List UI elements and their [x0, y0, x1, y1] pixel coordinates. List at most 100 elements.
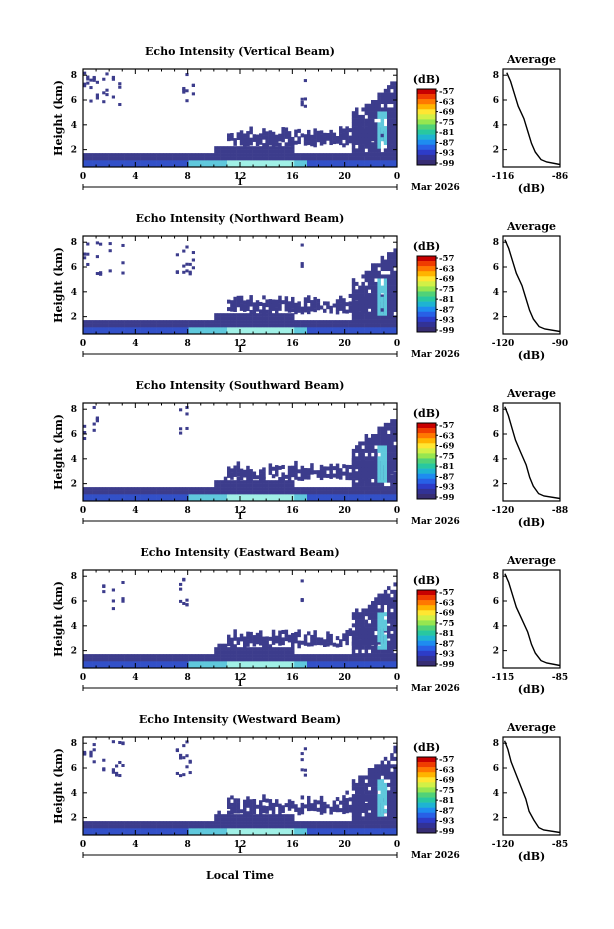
echo-cell	[249, 130, 253, 135]
echo-cell	[262, 163, 266, 168]
echo-cell	[204, 156, 209, 161]
echo-cell	[268, 316, 273, 321]
echo-cell	[255, 654, 260, 658]
echo-cell	[265, 828, 269, 832]
echo-cell	[390, 445, 394, 450]
echo-cell	[393, 103, 397, 108]
echo-cell	[124, 323, 129, 328]
echo-cell	[214, 330, 218, 335]
echo-cell	[281, 163, 285, 168]
echo-cell	[118, 153, 122, 157]
echo-cell	[303, 304, 308, 309]
echo-cell	[387, 255, 391, 260]
echo-cell	[351, 786, 356, 791]
echo-cell	[326, 828, 330, 832]
echo-cell	[291, 804, 295, 809]
echo-cell	[99, 828, 103, 832]
echo-cell	[214, 160, 218, 164]
echo-cell	[377, 456, 381, 461]
echo-cell	[393, 85, 397, 90]
echo-cell	[92, 405, 96, 409]
echo-cell	[223, 821, 228, 825]
echo-cell	[358, 304, 362, 309]
echo-cell	[355, 632, 359, 637]
echo-cell	[268, 647, 273, 651]
echo-cell	[339, 642, 343, 647]
colorbar-segment	[417, 99, 436, 105]
echo-cell	[383, 782, 388, 787]
echo-cell	[166, 487, 170, 491]
echo-cell	[105, 657, 109, 662]
echo-cell	[204, 330, 209, 335]
echo-cell	[377, 156, 381, 161]
echo-cell	[361, 801, 365, 806]
echo-cell	[371, 612, 375, 617]
echo-cell	[371, 144, 375, 149]
echo-cell	[367, 775, 372, 780]
echo-cell	[188, 494, 193, 498]
echo-cell	[326, 638, 330, 643]
echo-cell	[111, 828, 116, 832]
echo-cell	[345, 790, 349, 795]
echo-cell	[102, 831, 106, 836]
echo-cell	[217, 153, 221, 157]
echo-cell	[249, 160, 253, 164]
echo-cell	[294, 302, 298, 307]
echo-cell	[364, 623, 369, 628]
echo-cell	[262, 313, 266, 317]
echo-cell	[307, 821, 311, 825]
echo-cell	[169, 654, 173, 658]
echo-cell	[371, 649, 375, 654]
echo-cell	[179, 664, 183, 669]
echo-cell	[364, 285, 369, 290]
echo-cell	[351, 311, 356, 316]
echo-cell	[163, 654, 167, 658]
echo-cell	[297, 811, 301, 816]
echo-cell	[115, 487, 119, 491]
echo-cell	[364, 274, 369, 279]
echo-cell	[255, 141, 260, 147]
echo-cell	[377, 311, 381, 316]
echo-cell	[393, 252, 397, 257]
echo-cell	[233, 487, 237, 491]
echo-cell	[313, 323, 317, 328]
echo-cell	[255, 163, 260, 168]
colorbar-frame	[416, 422, 437, 500]
echo-cell	[150, 490, 154, 495]
echo-cell	[239, 637, 244, 642]
echo-cell	[188, 661, 193, 665]
echo-cell	[275, 156, 279, 161]
echo-cell	[230, 156, 234, 161]
echo-cell	[361, 441, 365, 446]
echo-cell	[220, 313, 225, 317]
echo-cell	[323, 320, 327, 324]
echo-cell	[278, 641, 282, 646]
echo-cell	[95, 494, 100, 498]
echo-cell	[291, 487, 295, 491]
echo-cell	[387, 133, 391, 138]
echo-cell	[371, 460, 375, 465]
echo-cell	[246, 131, 250, 136]
echo-cell	[223, 657, 228, 662]
echo-cell	[227, 810, 231, 815]
echo-cell	[265, 487, 269, 491]
echo-cell	[355, 494, 359, 498]
echo-cell	[393, 630, 397, 635]
echo-cell	[387, 422, 391, 427]
echo-cell	[246, 635, 250, 640]
echo-cell	[361, 133, 365, 138]
colorbar-segment	[417, 94, 436, 100]
echo-cell	[262, 160, 266, 164]
echo-cell	[118, 497, 122, 502]
echo-cell	[252, 654, 257, 658]
echo-cell	[188, 828, 193, 832]
echo-cell	[182, 330, 186, 335]
colorbar-segment	[417, 650, 436, 657]
echo-cell	[380, 661, 385, 665]
echo-cell	[140, 654, 145, 658]
echo-cell	[201, 163, 205, 168]
echo-cell	[127, 661, 132, 665]
echo-cell	[297, 308, 301, 313]
echo-cell	[236, 805, 241, 810]
echo-cell	[172, 490, 177, 495]
